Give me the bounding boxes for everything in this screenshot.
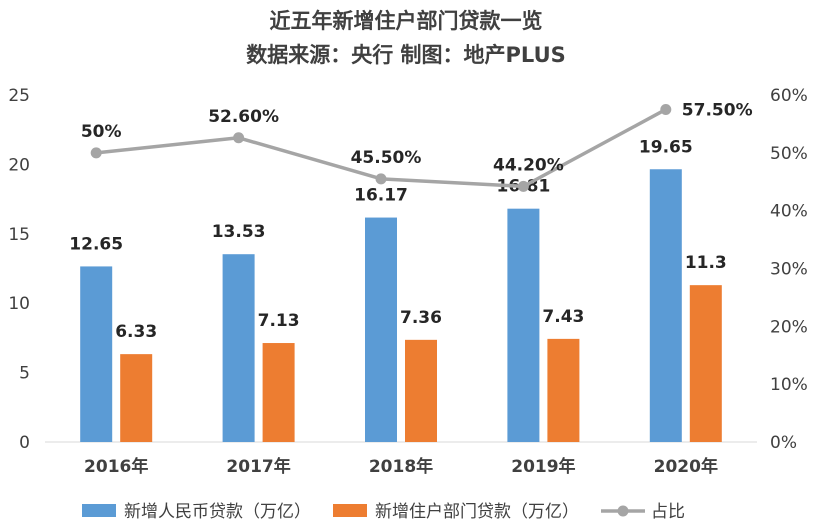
line-data-label: 57.50% xyxy=(682,100,753,120)
y-left-tick-label: 5 xyxy=(19,364,30,384)
bar-data-label: 7.13 xyxy=(258,311,300,331)
chart-subtitle: 数据来源：央行 制图：地产PLUS xyxy=(246,43,566,67)
line-data-label: 52.60% xyxy=(208,107,279,127)
legend-swatch xyxy=(333,504,367,517)
bar-data-label: 6.33 xyxy=(115,322,157,342)
y-right-tick-label: 10% xyxy=(770,375,808,395)
bar-data-label: 12.65 xyxy=(69,234,123,254)
x-tick-label: 2018年 xyxy=(369,456,433,477)
bar-data-label: 7.36 xyxy=(400,308,442,328)
bar xyxy=(222,254,255,442)
y-right-tick-label: 0% xyxy=(770,433,797,453)
bar-data-label: 11.3 xyxy=(685,253,727,273)
y-right-tick-label: 50% xyxy=(770,144,808,164)
bar-data-label: 13.53 xyxy=(212,222,266,242)
y-left-tick-label: 0 xyxy=(19,433,30,453)
bar xyxy=(689,285,722,442)
line-point xyxy=(90,147,102,159)
y-left-tick-label: 15 xyxy=(8,225,30,245)
y-left-tick-label: 25 xyxy=(8,86,30,106)
legend-label: 占比 xyxy=(651,502,685,522)
x-tick-label: 2017年 xyxy=(226,456,290,477)
plot-area: 0 5 10 15 20 25 0% 10% 20% 30% 40% 50% 60% 2016年 2017年… xyxy=(8,86,807,477)
line-data-label: 44.20% xyxy=(493,155,564,175)
legend-label: 新增人民币贷款（万亿） xyxy=(124,502,311,522)
legend-swatch xyxy=(82,504,116,517)
y-right-tick-label: 40% xyxy=(770,202,808,222)
bar xyxy=(80,266,113,442)
bar xyxy=(365,217,397,442)
bar xyxy=(262,343,295,442)
bar xyxy=(547,338,580,442)
line-point xyxy=(660,103,672,115)
bar xyxy=(405,339,437,442)
line-point xyxy=(233,132,245,144)
y-right-tick-label: 30% xyxy=(770,260,808,280)
bar xyxy=(507,208,540,442)
legend-label: 新增住户部门贷款（万亿） xyxy=(375,502,579,522)
chart-title: 近五年新增住户部门贷款一览 xyxy=(270,9,543,33)
bar xyxy=(649,169,682,442)
x-tick-label: 2020年 xyxy=(654,456,718,477)
y-left-tick-label: 10 xyxy=(8,294,30,314)
x-tick-label: 2016年 xyxy=(84,456,148,477)
x-tick-label: 2019年 xyxy=(511,456,575,477)
line-point xyxy=(375,173,387,185)
bar-data-label: 19.65 xyxy=(639,137,693,157)
y-right-tick-label: 20% xyxy=(770,317,808,337)
y-left-tick-label: 20 xyxy=(8,155,30,175)
line-point xyxy=(517,180,529,192)
legend: 新增人民币贷款（万亿） 新增住户部门贷款（万亿） 占比 xyxy=(82,502,685,522)
y-right-tick-label: 60% xyxy=(770,86,808,106)
bar xyxy=(120,354,153,442)
bar-data-label: 16.17 xyxy=(354,186,408,206)
line-data-label: 50% xyxy=(81,122,122,142)
line-data-label: 45.50% xyxy=(351,148,422,168)
bar-data-label: 7.43 xyxy=(542,307,584,327)
legend-swatch-marker xyxy=(617,505,629,517)
